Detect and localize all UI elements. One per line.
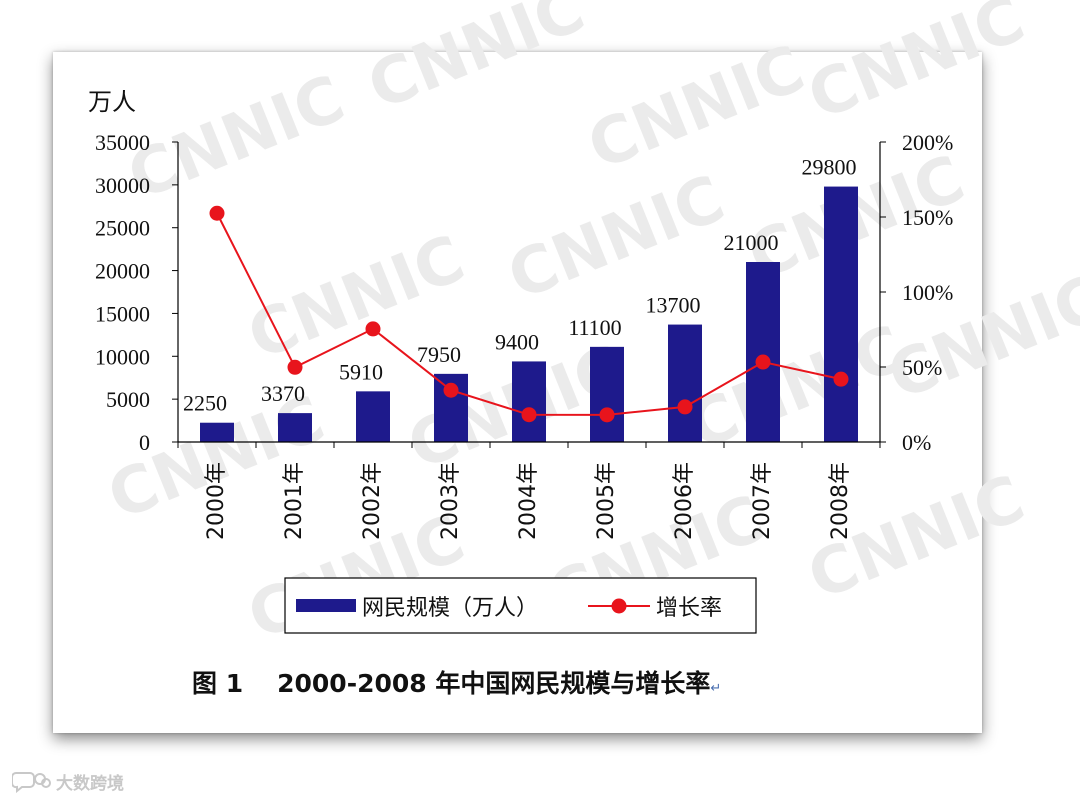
bar-data-label: 21000: [724, 230, 779, 255]
bar-data-label: 9400: [495, 329, 539, 354]
growth-rate-marker: [443, 382, 459, 398]
bar-data-label: 2250: [183, 391, 227, 416]
bar: [512, 361, 546, 442]
footer-logo-text: 大数跨境: [56, 773, 124, 794]
watermark-text: CNNIC: [358, 0, 594, 125]
bar-data-label: 11100: [568, 315, 621, 340]
watermark-text: CNNIC: [798, 0, 1034, 135]
bar-series: [200, 186, 858, 442]
left-axis-tick-label: 10000: [95, 344, 150, 369]
left-axis-tick-label: 20000: [95, 259, 150, 284]
growth-rate-marker: [677, 399, 693, 415]
x-axis-category-label: 2004年: [516, 462, 541, 540]
bar-data-label: 5910: [339, 359, 383, 384]
right-axis-tick-label: 150%: [902, 205, 953, 230]
figure-caption: 图 1 2000-2008 年中国网民规模与增长率↵: [192, 664, 721, 700]
legend-bar-label: 网民规模（万人）: [362, 596, 538, 621]
left-axis-tick-label: 35000: [95, 130, 150, 155]
footer-logo: 大数跨境: [12, 768, 124, 794]
bar: [356, 391, 390, 442]
x-axis-category-label: 2001年: [282, 462, 307, 540]
bar: [200, 422, 234, 442]
growth-rate-marker: [365, 321, 381, 337]
x-axis-category-label: 2000年: [204, 462, 229, 540]
growth-rate-marker: [209, 205, 225, 221]
bar-data-label: 13700: [646, 293, 701, 318]
growth-rate-marker: [287, 359, 303, 375]
growth-rate-marker: [755, 354, 771, 370]
line-series: [209, 205, 849, 423]
paragraph-return-mark: ↵: [710, 681, 722, 696]
legend-box: [284, 577, 757, 634]
left-axis-tick-label: 0: [139, 430, 150, 455]
left-axis-unit-label: 万人: [88, 88, 136, 116]
x-axis-category-label: 2002年: [360, 462, 385, 540]
bar: [668, 324, 702, 442]
bar: [746, 262, 780, 442]
watermark-text: CNNIC: [578, 32, 814, 185]
axes: 0 5000 10000 15000 20000 25000 30000 35000 0% 50%…: [88, 88, 953, 540]
left-axis-tick-label: 15000: [95, 301, 150, 326]
bar-data-label: 3370: [261, 381, 305, 406]
right-axis-tick-label: 100%: [902, 280, 953, 305]
watermark-text: CNNIC: [118, 62, 354, 215]
left-axis-tick-label: 25000: [95, 216, 150, 241]
x-axis-category-label: 2006年: [672, 462, 697, 540]
chat-bubble-icon: [12, 772, 51, 793]
growth-rate-marker: [833, 371, 849, 387]
growth-rate-marker: [521, 407, 537, 423]
left-axis-tick-label: 5000: [106, 387, 150, 412]
left-axis-tick-label: 30000: [95, 173, 150, 198]
right-axis-tick-label: 200%: [902, 130, 953, 155]
x-axis-category-label: 2007年: [750, 462, 775, 540]
bar-data-label: 7950: [417, 342, 461, 367]
legend-line-label: 增长率: [656, 596, 722, 621]
x-axis-category-label: 2005年: [594, 462, 619, 540]
figure-title: 2000-2008 年中国网民规模与增长率: [277, 669, 711, 698]
figure-number: 图 1: [192, 669, 244, 698]
bar-data-labels: 2250 3370 5910 7950 9400 11100 13700 21000 29800: [183, 155, 857, 416]
bar-data-label: 29800: [802, 155, 857, 180]
bar: [824, 186, 858, 442]
right-axis-tick-label: 0%: [902, 430, 931, 455]
legend-line-marker: [611, 598, 627, 614]
bar: [278, 413, 312, 442]
x-axis-category-label: 2003年: [438, 462, 463, 540]
bar: [590, 346, 624, 442]
right-axis-tick-label: 50%: [902, 355, 942, 380]
legend-bar-swatch: [296, 599, 356, 612]
x-axis-category-label: 2008年: [828, 462, 853, 540]
growth-rate-marker: [599, 407, 615, 423]
legend: 网民规模（万人） 增长率: [284, 577, 757, 634]
